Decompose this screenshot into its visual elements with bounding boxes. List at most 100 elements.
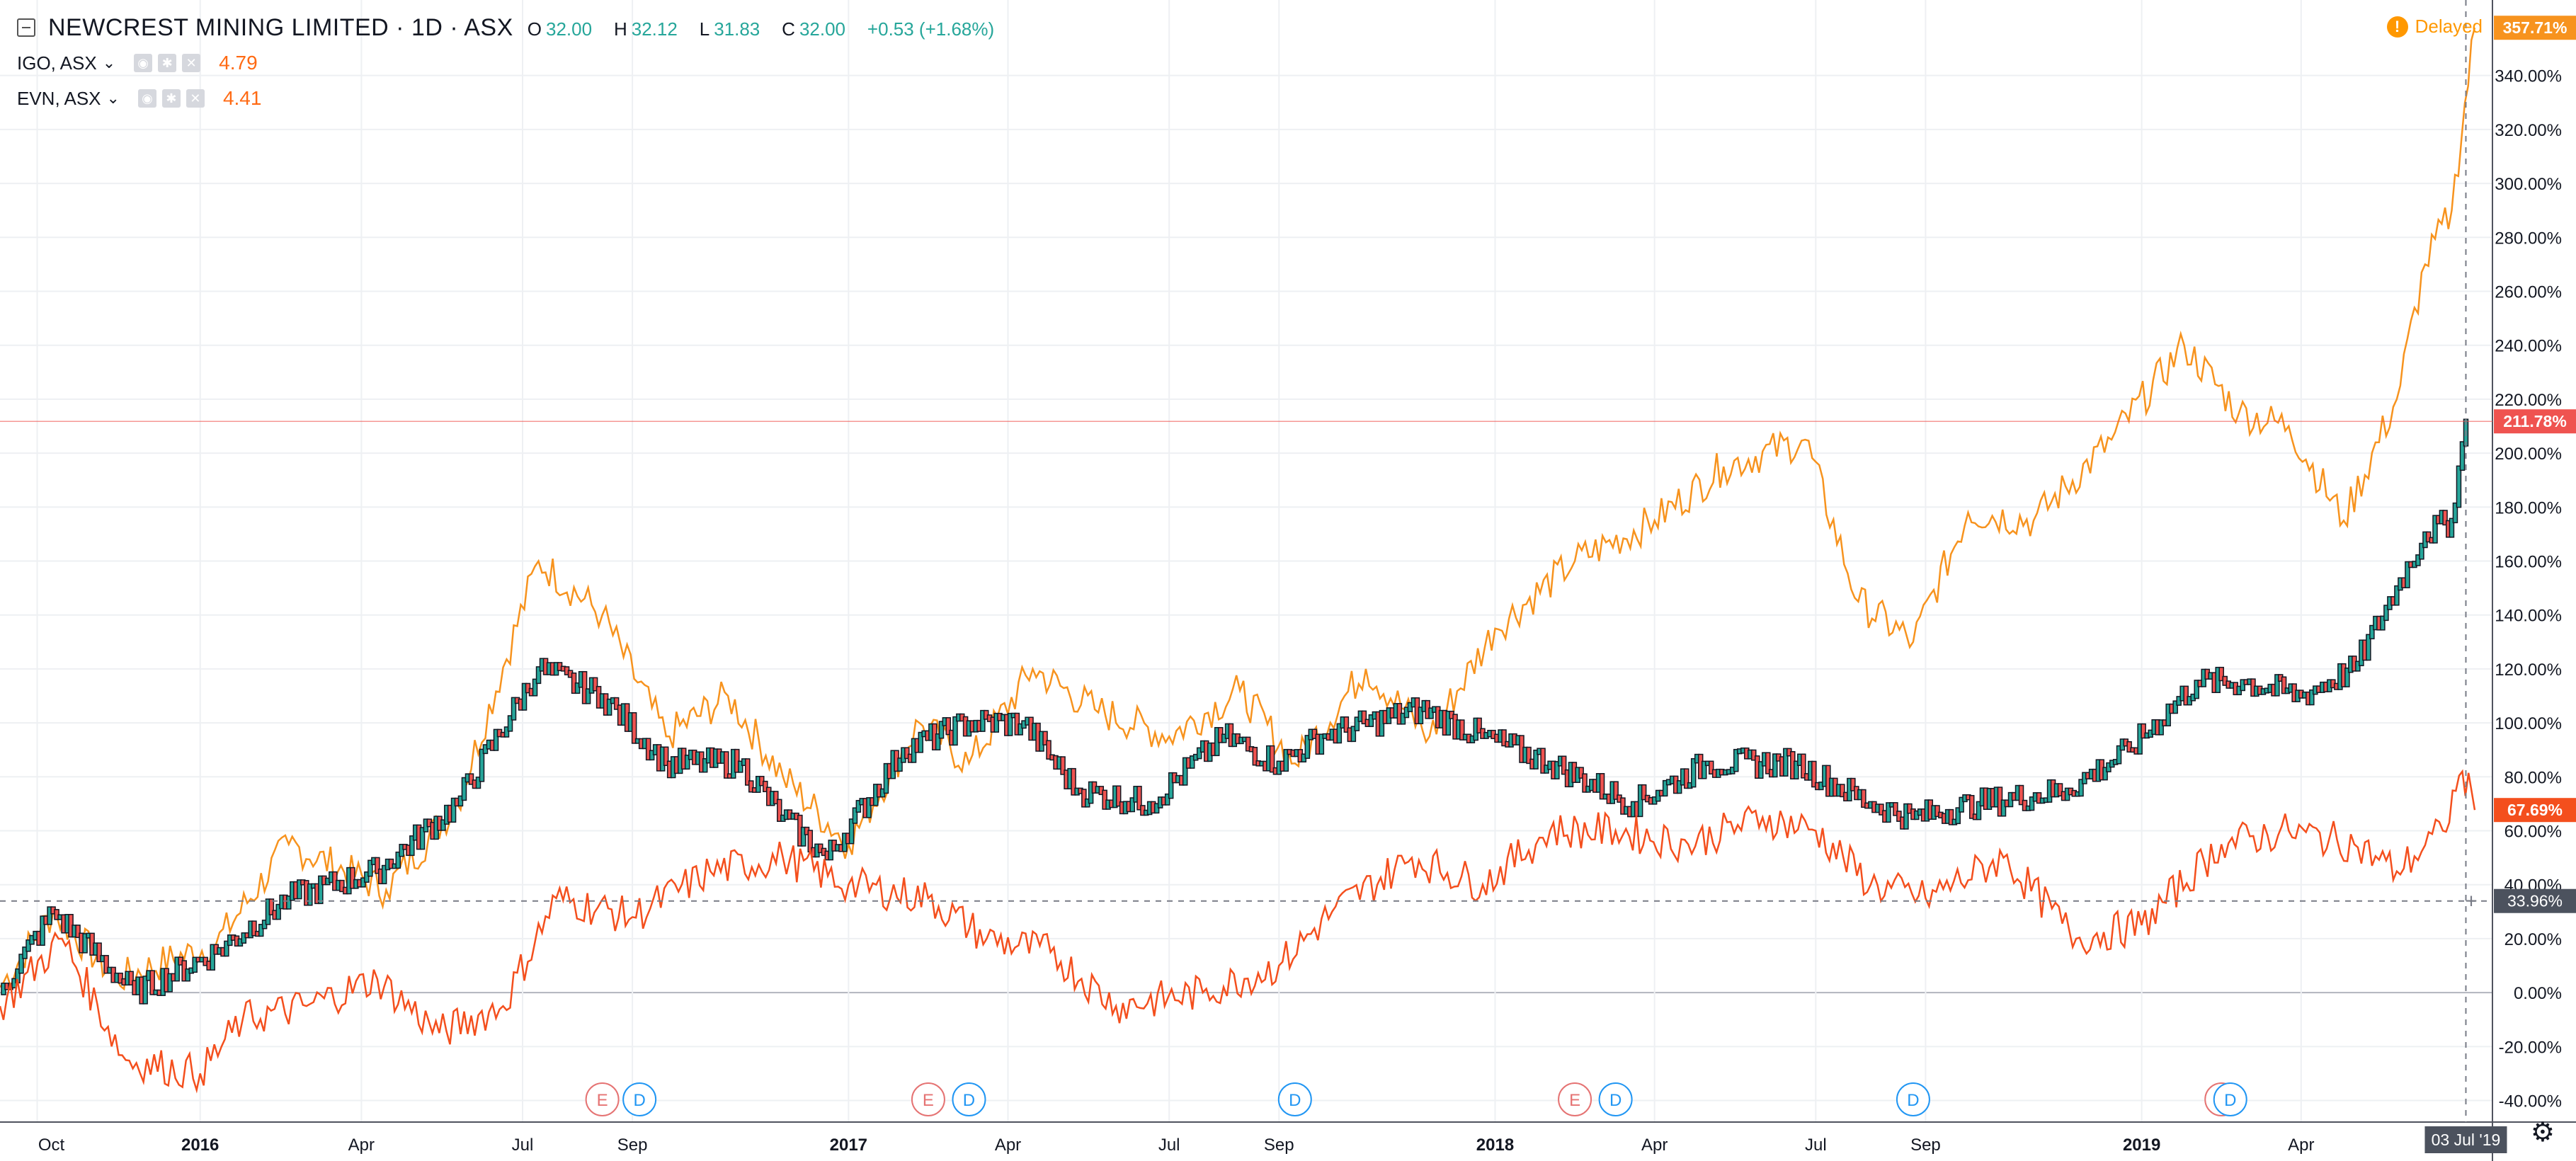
candle: [1304, 735, 1311, 759]
candle: [2281, 676, 2287, 694]
close-label: C: [782, 18, 795, 40]
close-icon[interactable]: ✕: [182, 54, 201, 72]
y-tick-label: 320.00%: [2495, 121, 2562, 140]
candle: [1772, 753, 1778, 778]
candle: [1476, 717, 1482, 734]
candle: [419, 827, 426, 850]
y-tick-label: 260.00%: [2495, 282, 2562, 302]
crosshair-y-label: 33.96%: [2507, 892, 2563, 910]
candle: [904, 747, 910, 760]
candle: [1896, 811, 1902, 822]
candle: [2449, 517, 2455, 538]
candle: [2419, 542, 2424, 560]
candle: [744, 758, 751, 786]
compare-symbol-evn[interactable]: EVN, ASX: [17, 87, 101, 109]
candle: [1533, 749, 1539, 770]
last-value-badge: [2494, 16, 2576, 40]
candle: [663, 746, 669, 767]
close-icon[interactable]: ✕: [186, 89, 205, 108]
candle: [581, 670, 588, 704]
candle: [866, 797, 872, 818]
candle: [210, 944, 215, 971]
candle: [40, 915, 45, 946]
candle: [1561, 755, 1567, 775]
y-tick-label: 100.00%: [2495, 714, 2562, 733]
candle: [1115, 785, 1122, 807]
candle: [1269, 745, 1275, 773]
candle: [1428, 707, 1434, 719]
candle: [507, 715, 513, 732]
candle: [1751, 749, 1757, 761]
compare-symbol-igo[interactable]: IGO, ASX: [17, 52, 97, 74]
candle: [645, 738, 651, 761]
candle: [1783, 748, 1789, 777]
candle: [1136, 786, 1142, 811]
y-tick-label: 140.00%: [2495, 607, 2562, 626]
candle: [1968, 794, 1975, 819]
candle: [1350, 726, 1357, 743]
candle: [2383, 605, 2389, 622]
candle: [1501, 729, 1507, 747]
gear-icon[interactable]: ⚙: [2530, 1118, 2555, 1148]
last-value-label: 357.71%: [2503, 18, 2568, 37]
candle: [275, 903, 281, 920]
crosshair-x-badge: [2424, 1126, 2507, 1153]
y-tick-label: 120.00%: [2495, 660, 2562, 680]
candle: [381, 864, 387, 885]
candle: [1733, 748, 1739, 772]
eye-icon[interactable]: ◉: [137, 89, 156, 108]
gear-icon[interactable]: ✱: [158, 54, 177, 72]
crosshair-plus-icon[interactable]: +: [2465, 890, 2478, 913]
candle: [1879, 803, 1884, 816]
candle: [2369, 624, 2375, 640]
y-tick-label: 20.00%: [2504, 930, 2562, 949]
candle: [1540, 748, 1546, 774]
candle: [25, 939, 31, 952]
candle: [1164, 793, 1170, 806]
candle: [521, 682, 528, 711]
candle: [2029, 796, 2035, 811]
minus-square-icon[interactable]: [17, 18, 35, 37]
delayed-indicator[interactable]: ! Delayed: [2386, 16, 2483, 38]
earnings-marker[interactable]: E: [585, 1082, 620, 1116]
dividend-marker[interactable]: D: [1598, 1082, 1633, 1116]
series-line: [0, 27, 2476, 991]
y-tick-label: 0.00%: [2514, 984, 2562, 1003]
dividend-marker[interactable]: D: [622, 1082, 657, 1116]
dividend-marker[interactable]: D: [1277, 1082, 1312, 1116]
eye-icon[interactable]: ◉: [134, 54, 153, 72]
candle: [763, 780, 768, 792]
candle: [748, 780, 754, 793]
event-circle: [952, 1082, 986, 1116]
candle: [318, 875, 324, 905]
candle: [1948, 808, 1954, 825]
candle: [103, 954, 109, 974]
crosshair-y-badge: [2494, 888, 2576, 913]
event-circle: [2213, 1082, 2247, 1116]
earnings-marker[interactable]: E: [1558, 1082, 1592, 1116]
chevron-down-icon[interactable]: ⌄: [106, 89, 120, 107]
candle: [47, 906, 52, 925]
candle: [450, 797, 457, 823]
chevron-down-icon[interactable]: ⌄: [102, 54, 116, 72]
dividend-marker[interactable]: D: [2213, 1082, 2247, 1116]
candle: [2165, 703, 2171, 727]
x-tick-label: Sep: [1910, 1136, 1941, 1155]
dividend-marker[interactable]: D: [952, 1082, 986, 1116]
earnings-marker[interactable]: E: [911, 1082, 945, 1116]
symbol-title[interactable]: NEWCREST MINING LIMITED · 1D · ASX: [48, 13, 513, 41]
compare-value-evn: 4.41: [222, 87, 262, 109]
gear-icon[interactable]: ✱: [161, 89, 181, 108]
candle: [1418, 707, 1424, 725]
candle: [1676, 780, 1682, 794]
candle: [82, 933, 88, 954]
dividend-marker[interactable]: D: [1896, 1082, 1930, 1116]
last-value-badge: [2494, 409, 2576, 434]
compare-value-igo: 4.79: [219, 52, 258, 74]
candle: [2018, 784, 2024, 806]
crosshair-x-label: 03 Jul '19: [2432, 1131, 2501, 1149]
y-tick-label: -40.00%: [2499, 1092, 2562, 1111]
compare-row-evn: EVN, ASX ⌄ ◉ ✱ ✕ 4.41: [17, 81, 998, 116]
candle: [1526, 746, 1532, 765]
